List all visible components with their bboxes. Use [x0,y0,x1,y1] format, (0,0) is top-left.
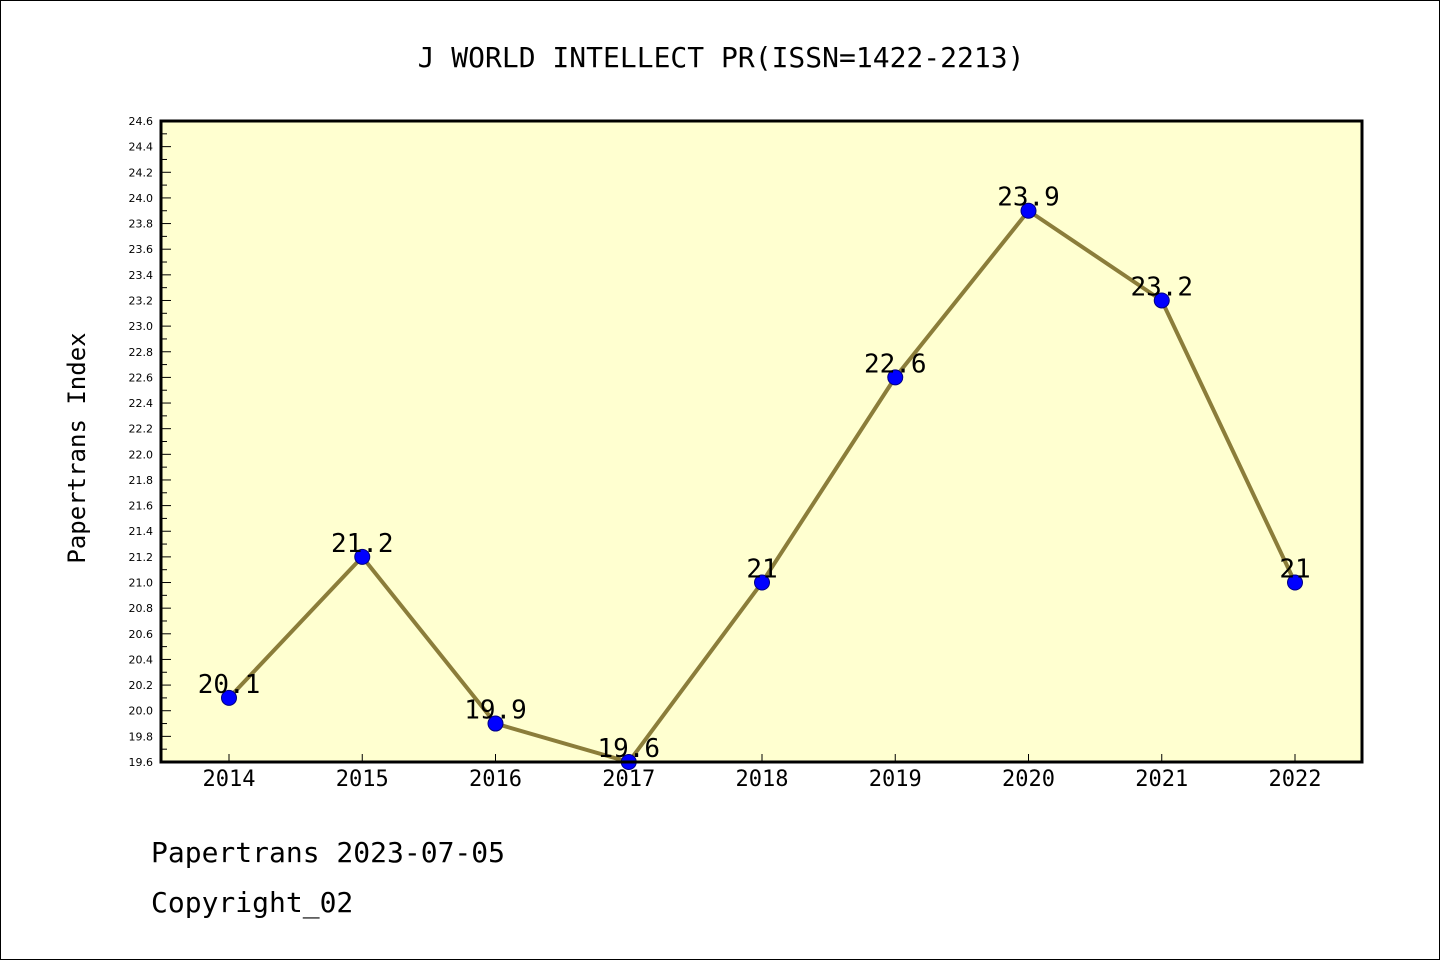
y-tick-label: 24.6 [129,115,154,128]
x-tick-label: 2022 [1269,767,1322,792]
data-point-marker [1153,292,1170,309]
plot-area [161,121,1362,762]
x-tick-label: 2016 [469,767,522,792]
y-tick-label: 20.0 [129,705,154,718]
y-tick-label: 21.8 [129,474,154,487]
y-tick-label: 20.6 [129,628,154,641]
y-tick-label: 24.4 [129,141,154,154]
y-tick-label: 19.8 [129,730,154,743]
x-tick-label: 2017 [602,767,655,792]
y-tick-label: 24.2 [129,166,154,179]
x-tick-label: 2020 [1002,767,1055,792]
data-point-marker [887,369,904,386]
data-label: 21 [1279,555,1310,585]
y-tick-label: 23.6 [129,243,154,256]
plot-frame [159,119,1364,764]
data-point-marker [221,689,237,706]
y-tick-label: 22.8 [129,346,154,359]
y-tick-label: 23.8 [129,218,154,231]
y-tick-label: 22.2 [129,423,154,436]
y-tick-label: 19.6 [129,756,154,769]
data-point-marker [354,548,371,565]
chart-title: J WORLD INTELLECT PR(ISSN=1422-2213) [418,41,1025,74]
x-tick-label: 2018 [736,767,789,792]
x-tick-label: 2021 [1135,767,1188,792]
data-point-marker [754,574,770,591]
data-point-marker [487,715,504,732]
y-tick-label: 21.2 [129,551,154,564]
footer-copyright-text: Copyright_02 [151,886,354,919]
data-label: 21.2 [331,529,394,559]
y-tick-label: 24.0 [129,192,154,205]
y-tick-label: 23.2 [129,294,154,307]
y-tick-label: 23.4 [129,269,154,282]
footer-date-text: Papertrans 2023-07-05 [151,836,506,869]
y-tick-label: 20.4 [129,653,154,666]
y-tick-label: 20.2 [129,679,154,692]
x-tick-label: 2014 [203,767,256,792]
data-label: 19.6 [597,734,660,764]
y-tick-label: 22.0 [129,448,154,461]
data-point-marker [1020,202,1037,219]
data-point-marker [1287,574,1303,591]
x-tick-label: 2019 [869,767,922,792]
y-tick-label: 21.4 [129,525,154,538]
data-label: 23.9 [997,183,1060,213]
y-tick-label: 20.8 [129,602,154,615]
y-tick-label: 22.4 [129,397,154,410]
data-label: 22.6 [864,349,927,379]
y-tick-label: 21.6 [129,500,154,513]
y-tick-label: 21.0 [129,577,154,590]
data-label: 19.9 [464,696,527,726]
y-tick-label: 23.0 [129,320,154,333]
data-label: 20.1 [198,670,261,700]
y-axis-label: Papertrans Index [63,332,91,563]
y-tick-label: 22.6 [129,371,154,384]
x-tick-label: 2015 [336,767,389,792]
data-label: 21 [746,555,777,585]
data-label: 23.2 [1130,272,1193,302]
